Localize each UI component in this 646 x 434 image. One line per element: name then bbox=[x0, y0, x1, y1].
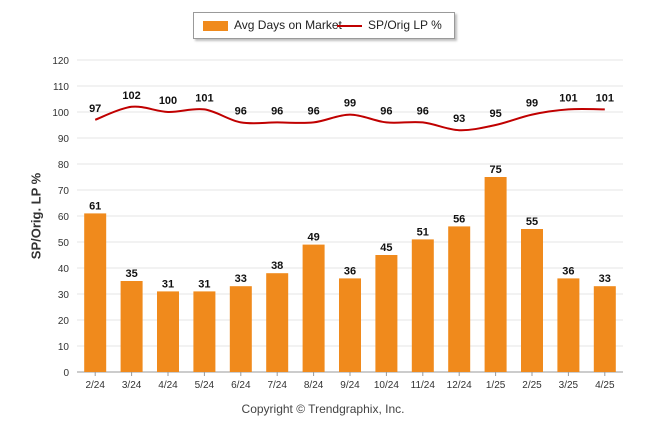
x-tick-label: 7/24 bbox=[267, 380, 287, 391]
bar bbox=[84, 213, 107, 372]
line-data-label: 101 bbox=[195, 92, 213, 104]
line-data-label: 97 bbox=[89, 103, 101, 115]
bar bbox=[411, 239, 434, 372]
line-data-label: 96 bbox=[417, 105, 429, 117]
x-tick-label: 8/24 bbox=[304, 380, 324, 391]
line-data-label: 95 bbox=[489, 108, 501, 120]
x-tick-label: 2/25 bbox=[522, 380, 542, 391]
legend: Avg Days on Market SP/Orig LP % bbox=[193, 12, 455, 39]
bar bbox=[339, 278, 361, 372]
bar-data-label: 38 bbox=[271, 260, 283, 272]
y-tick-label: 30 bbox=[58, 290, 70, 301]
x-tick-label: 3/25 bbox=[559, 380, 579, 391]
bar bbox=[484, 177, 507, 372]
x-tick-label: 11/24 bbox=[411, 380, 436, 391]
x-tick-label: 1/25 bbox=[486, 380, 506, 391]
y-tick-label: 40 bbox=[58, 264, 70, 275]
bar bbox=[375, 255, 398, 372]
bar bbox=[120, 281, 143, 372]
x-tick-label: 4/24 bbox=[158, 380, 178, 391]
y-tick-label: 10 bbox=[58, 342, 70, 353]
x-tick-label: 5/24 bbox=[195, 380, 215, 391]
y-tick-label: 100 bbox=[52, 108, 69, 119]
y-tick-label: 120 bbox=[52, 56, 69, 67]
line-data-label: 96 bbox=[271, 105, 283, 117]
legend-swatch-sp-orig-lp bbox=[337, 25, 362, 27]
x-tick-label: 12/24 bbox=[447, 380, 472, 391]
bar bbox=[593, 286, 616, 372]
line-data-label: 100 bbox=[159, 95, 177, 107]
bar bbox=[448, 226, 471, 372]
bar bbox=[557, 278, 580, 372]
line-data-label: 99 bbox=[344, 98, 356, 110]
line-data-label: 101 bbox=[596, 92, 614, 104]
y-tick-label: 80 bbox=[58, 160, 70, 171]
line-data-label: 99 bbox=[526, 98, 538, 110]
bar-data-label: 35 bbox=[125, 268, 137, 280]
bar-data-label: 61 bbox=[89, 200, 101, 212]
x-tick-label: 3/24 bbox=[122, 380, 142, 391]
y-tick-label: 70 bbox=[58, 186, 70, 197]
y-tick-label: 20 bbox=[58, 316, 70, 327]
bar bbox=[521, 229, 543, 372]
y-tick-label: 110 bbox=[53, 82, 69, 93]
line-data-label: 93 bbox=[453, 113, 465, 125]
line-data-label: 96 bbox=[380, 105, 392, 117]
line-data-label: 96 bbox=[235, 105, 247, 117]
x-tick-label: 6/24 bbox=[231, 380, 251, 391]
legend-label-days-on-market: Avg Days on Market bbox=[234, 18, 342, 32]
y-tick-label: 0 bbox=[63, 368, 69, 379]
bar-data-label: 75 bbox=[489, 164, 501, 176]
bar bbox=[266, 273, 289, 372]
bar-data-label: 49 bbox=[307, 232, 319, 244]
bar-data-label: 36 bbox=[562, 265, 574, 277]
bar bbox=[229, 286, 252, 372]
x-tick-label: 2/24 bbox=[85, 380, 105, 391]
x-tick-label: 10/24 bbox=[374, 380, 399, 391]
bar bbox=[193, 291, 216, 372]
copyright-text: Copyright © Trendgraphix, Inc. bbox=[241, 402, 405, 416]
bar-data-label: 55 bbox=[526, 216, 538, 228]
line-series-sp-orig-lp bbox=[94, 105, 605, 132]
bar-data-label: 45 bbox=[380, 242, 392, 254]
bar-data-label: 36 bbox=[344, 265, 356, 277]
legend-label-sp-orig-lp: SP/Orig LP % bbox=[368, 18, 442, 32]
line-data-label: 101 bbox=[559, 92, 577, 104]
y-tick-label: 50 bbox=[58, 238, 70, 249]
bar-data-label: 51 bbox=[417, 226, 429, 238]
y-tick-label: 90 bbox=[58, 134, 70, 145]
bar-data-label: 56 bbox=[453, 213, 465, 225]
x-tick-label: 4/25 bbox=[595, 380, 615, 391]
line-data-label: 96 bbox=[307, 105, 319, 117]
bar bbox=[302, 244, 325, 372]
bar-data-label: 33 bbox=[599, 273, 611, 285]
y-tick-label: 60 bbox=[58, 212, 70, 223]
bar-data-label: 31 bbox=[162, 278, 174, 290]
bar bbox=[157, 291, 179, 372]
legend-swatch-days-on-market bbox=[203, 21, 228, 31]
bar-data-label: 33 bbox=[235, 273, 247, 285]
x-tick-label: 9/24 bbox=[340, 380, 360, 391]
bar-data-label: 31 bbox=[198, 278, 210, 290]
y-axis-label: SP/Orig. LP % bbox=[28, 172, 44, 260]
line-data-label: 102 bbox=[122, 90, 140, 102]
